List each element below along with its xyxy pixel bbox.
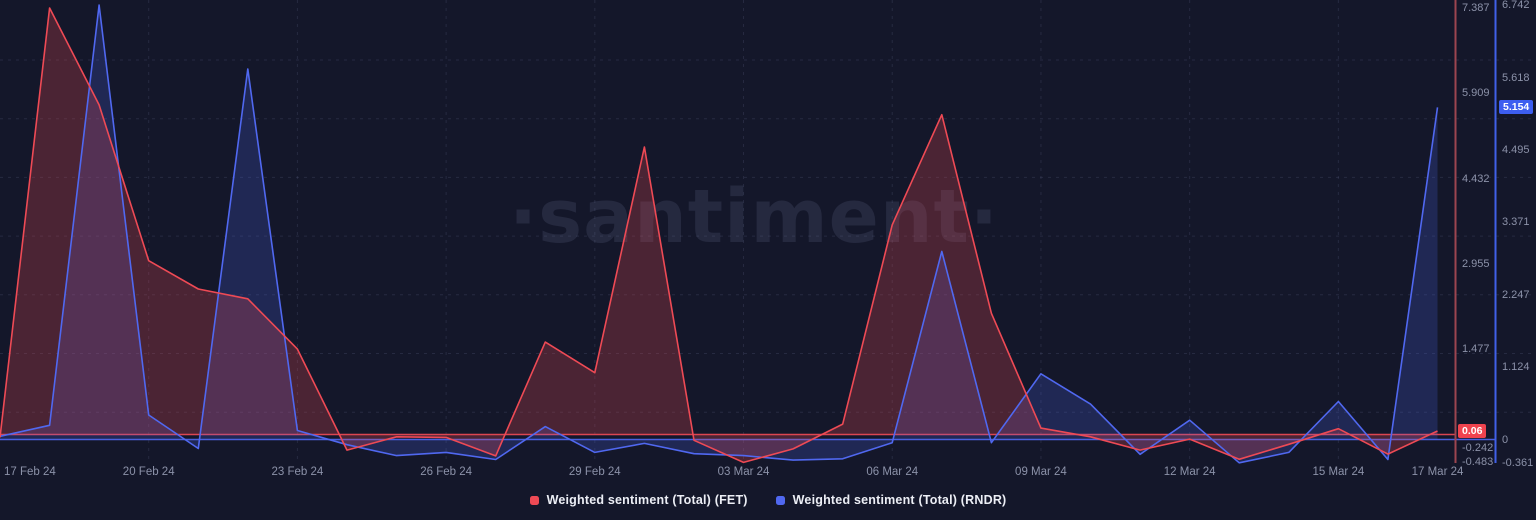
x-axis-tick: 26 Feb 24 bbox=[420, 466, 473, 478]
fet-swatch-icon bbox=[529, 495, 539, 505]
fet-axis-tick: 5.909 bbox=[1462, 87, 1490, 100]
x-axis-tick: 09 Mar 24 bbox=[1015, 466, 1067, 478]
fet-axis-tick: -0.483 bbox=[1462, 456, 1494, 469]
x-axis-tick: 29 Feb 24 bbox=[568, 466, 621, 478]
rndr-axis-tick: -0.361 bbox=[1502, 456, 1534, 469]
rndr-area-fill bbox=[0, 5, 1438, 463]
fet-axis-tick: 2.955 bbox=[1462, 257, 1490, 270]
legend-item-fet[interactable]: Weighted sentiment (Total) (FET) bbox=[529, 493, 748, 507]
rndr-axis-tick: 2.247 bbox=[1502, 288, 1530, 301]
rndr-series-line bbox=[0, 4, 1439, 464]
rndr-axis-tick: 1.124 bbox=[1502, 361, 1530, 374]
rndr-axis-tick: 5.618 bbox=[1502, 71, 1530, 84]
rndr-axis-tick: 3.371 bbox=[1502, 216, 1530, 229]
legend-label-rndr: Weighted sentiment (Total) (RNDR) bbox=[792, 493, 1007, 507]
legend-label-fet: Weighted sentiment (Total) (FET) bbox=[546, 493, 748, 507]
fet-last-value-badge: 0.06 bbox=[1458, 424, 1487, 439]
x-axis-tick: 17 Feb 24 bbox=[4, 466, 56, 478]
x-axis-tick: 15 Mar 24 bbox=[1312, 466, 1365, 478]
x-axis-tick: 17 Mar 24 bbox=[1411, 466, 1464, 478]
x-axis-tick: 12 Mar 24 bbox=[1163, 466, 1216, 478]
rndr-axis-tick: 0 bbox=[1502, 433, 1509, 446]
legend-item-rndr[interactable]: Weighted sentiment (Total) (RNDR) bbox=[775, 493, 1007, 507]
fet-series-line bbox=[0, 7, 1438, 464]
chart-legend: Weighted sentiment (Total) (FET) Weighte… bbox=[0, 488, 1536, 512]
gridlines bbox=[0, 0, 1536, 463]
x-axis-tick: 06 Mar 24 bbox=[866, 466, 919, 478]
rndr-axis-tick: 4.495 bbox=[1502, 143, 1530, 156]
fet-axis-tick: 7.387 bbox=[1462, 2, 1490, 15]
x-axis-tick: 23 Feb 24 bbox=[271, 466, 324, 478]
rndr-swatch-icon bbox=[775, 495, 785, 505]
x-axis-tick: 20 Feb 24 bbox=[122, 466, 175, 478]
rndr-last-value-badge: 5.154 bbox=[1499, 100, 1534, 115]
rndr-axis-tick: 6.742 bbox=[1502, 0, 1530, 12]
fet-axis-tick: 4.432 bbox=[1462, 172, 1490, 185]
x-axis-tick: 03 Mar 24 bbox=[717, 466, 770, 478]
fet-axis-tick: 1.477 bbox=[1462, 343, 1490, 356]
fet-axis-tick: -0.242 bbox=[1462, 442, 1494, 455]
santiment-watermark: ·santiment· bbox=[509, 174, 999, 260]
fet-area-fill bbox=[0, 8, 1438, 463]
